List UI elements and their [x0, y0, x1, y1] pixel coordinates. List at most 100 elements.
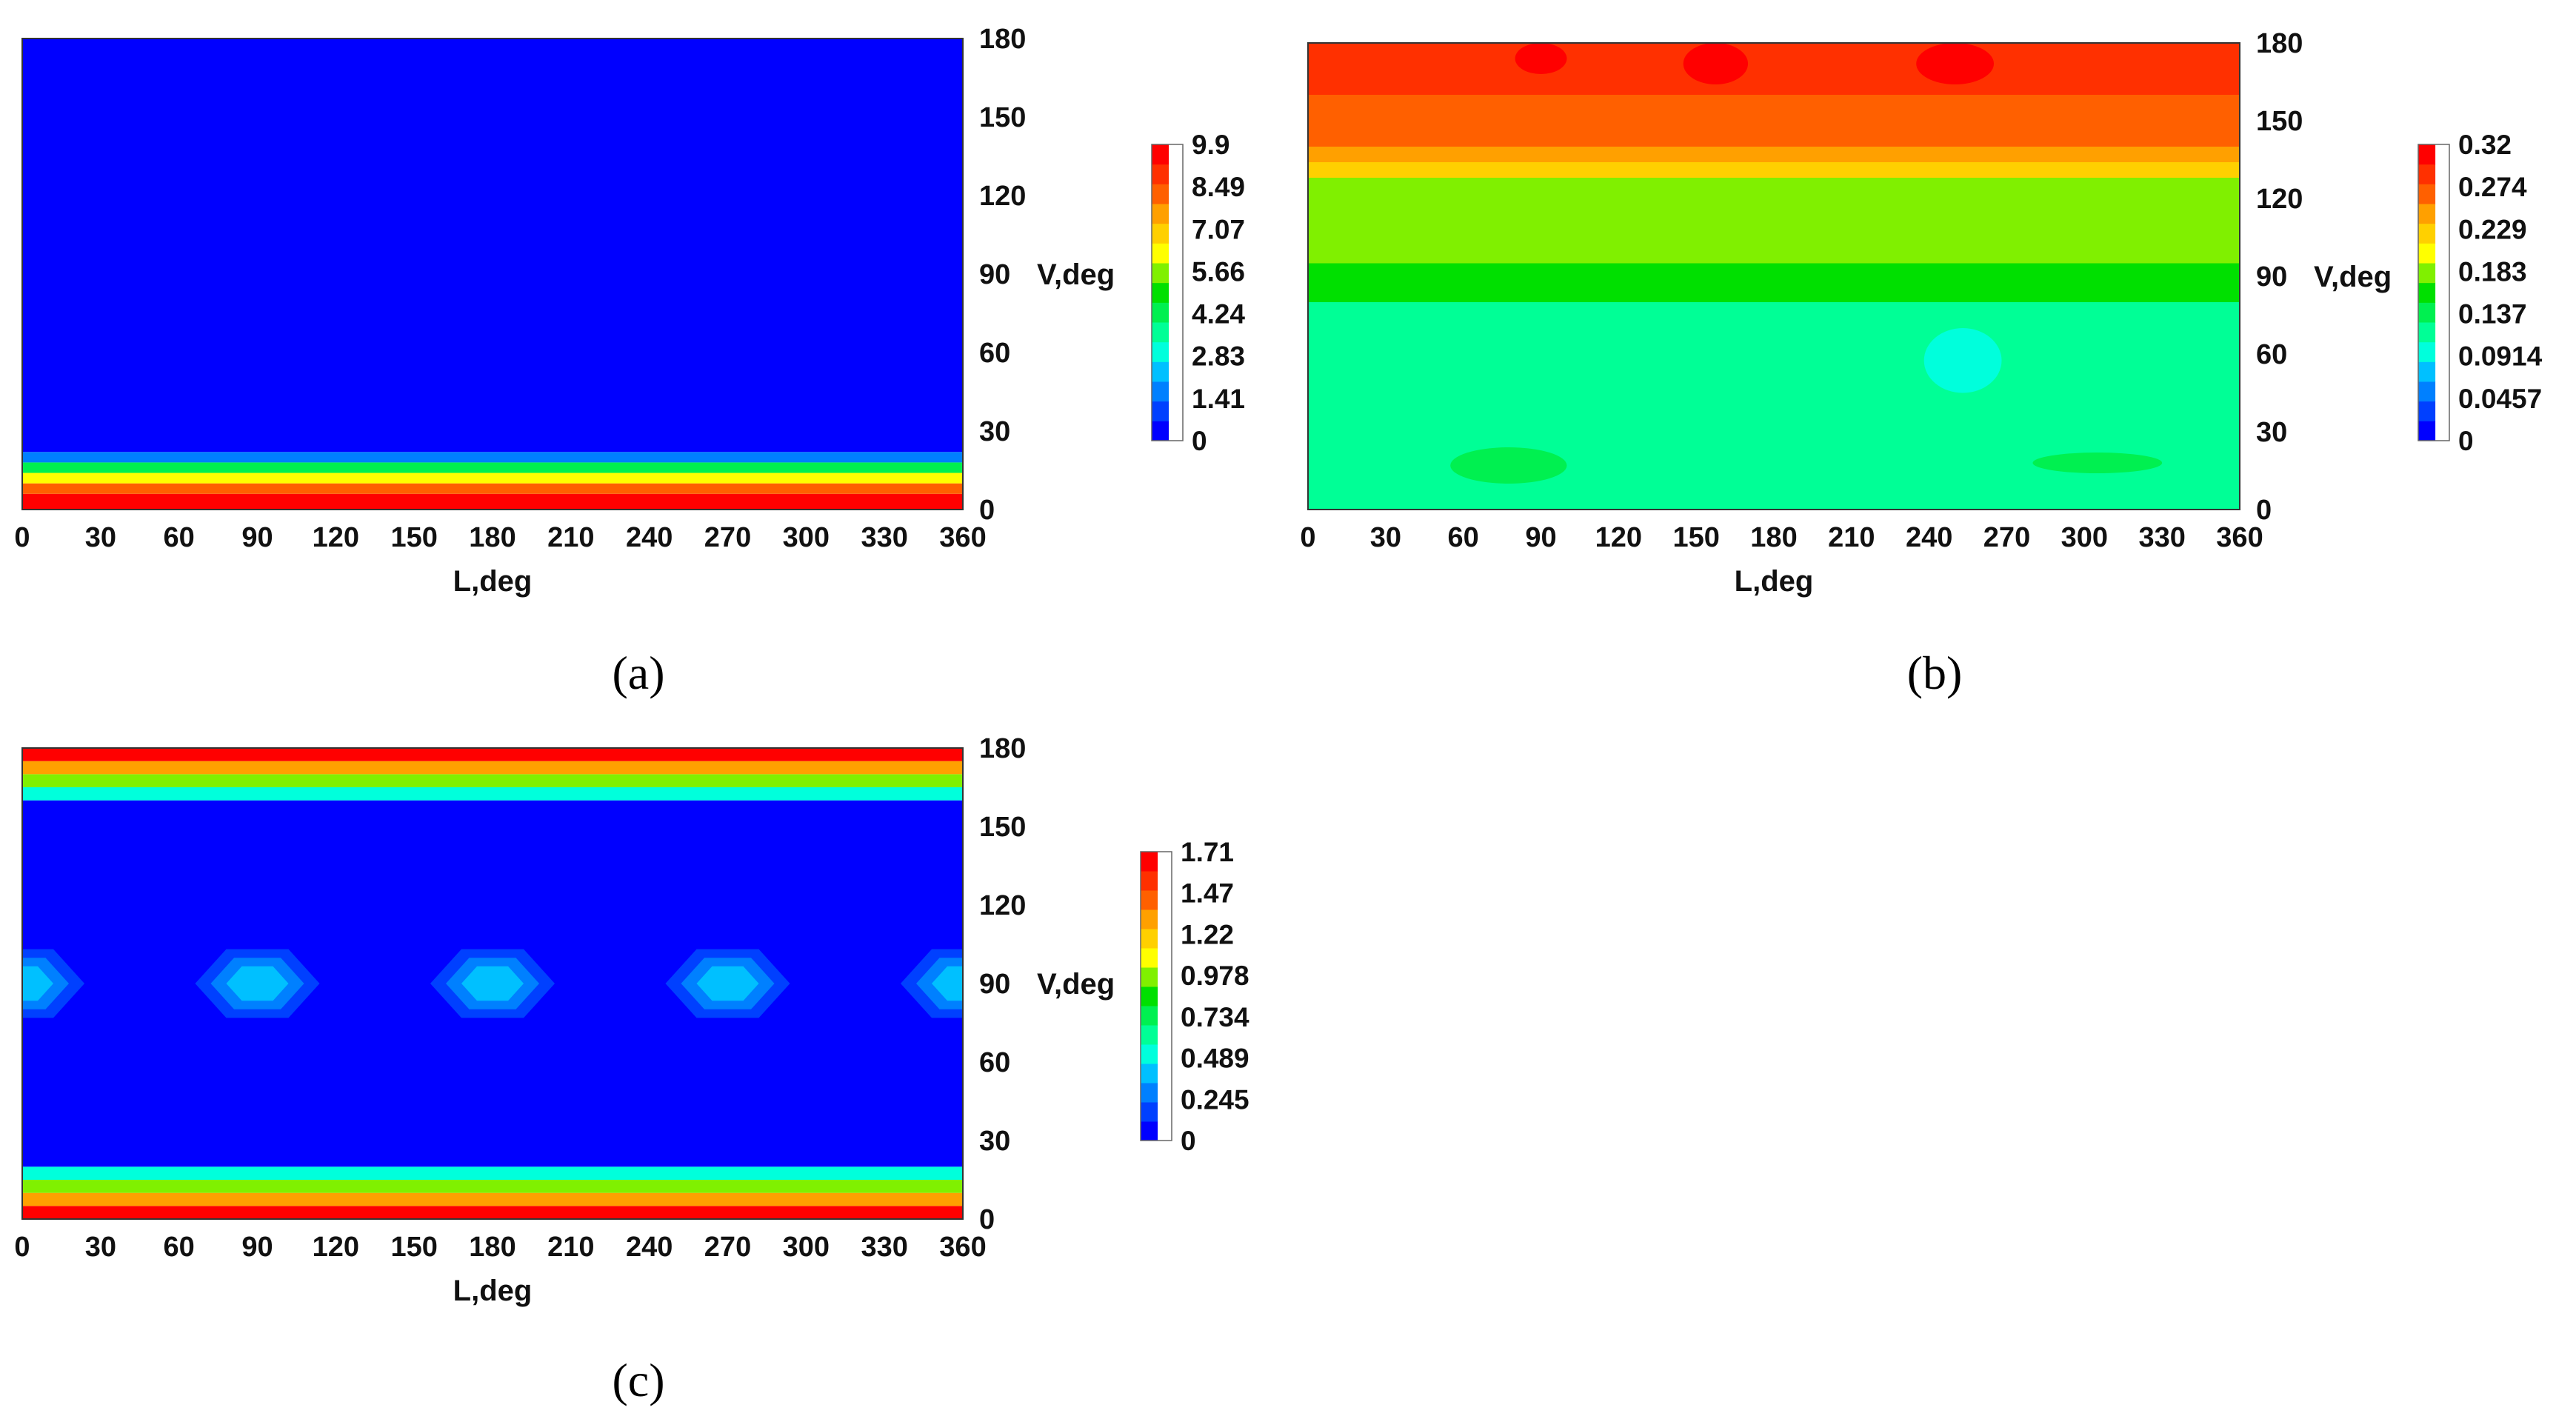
colorbar-swatch-b-8 [2418, 263, 2436, 284]
x-tick-c-90: 90 [241, 1232, 273, 1263]
x-tick-c-180: 180 [469, 1232, 515, 1263]
band-b-0 [1308, 302, 2240, 510]
colorbar-label-a-4: 4.24 [1192, 299, 1245, 330]
colorbar-swatch-b-9 [2418, 243, 2436, 264]
colorbar-swatch-b-12 [2418, 184, 2436, 204]
plot-frame-a [21, 38, 964, 510]
x-ticks-c: 0 30 60 90 120 150 180 210 240 270 300 330 360 [14, 1232, 986, 1263]
band-a-5 [22, 39, 963, 453]
y-ticks-b: 0 30 60 90 120 150 180 [2256, 28, 2303, 526]
y-ticks-a: 0 30 60 90 120 150 180 [979, 24, 1026, 526]
band-b-7 [1308, 43, 2240, 95]
y-tick-c-0: 0 [979, 1204, 995, 1235]
colorbar-label-c-6: 0.245 [1181, 1084, 1249, 1115]
colorbar-frame-a [1151, 144, 1184, 441]
band-a-1 [22, 483, 963, 494]
colorbar-label-c-4: 0.734 [1181, 1002, 1249, 1032]
colorbar-label-a-7: 0 [1192, 426, 1207, 456]
colorbar-swatch-c-10 [1141, 929, 1158, 949]
colorbar-swatch-c-4 [1141, 1044, 1158, 1064]
x-tick-b-120: 120 [1595, 522, 1642, 553]
heatmap-b [1308, 43, 2240, 510]
band-c-3 [22, 1166, 963, 1180]
x-ticks-a: 0 30 60 90 120 150 180 210 240 270 300 330 360 [14, 522, 986, 553]
colorbar-swatch-a-4 [1152, 341, 1169, 362]
band-b-3 [1308, 162, 2240, 178]
y-tick-b-120: 120 [2256, 184, 2303, 215]
colorbar-swatch-a-9 [1152, 243, 1169, 264]
x-ticks-b: 0 30 60 90 120 150 180 210 240 270 300 330 360 [1300, 522, 2263, 553]
colorbar-label-b-2: 0.229 [2458, 214, 2527, 244]
y-axis-label-c: V,deg [1037, 968, 1115, 1001]
colorbar-label-b-0: 0.32 [2458, 130, 2512, 160]
colorbar-swatch-b-5 [2418, 322, 2436, 343]
y-tick-a-120: 120 [979, 181, 1026, 212]
colorbar-frame-b [2417, 144, 2450, 441]
x-tick-b-30: 30 [1370, 522, 1401, 553]
colorbar-swatch-a-10 [1152, 223, 1169, 244]
y-tick-a-180: 180 [979, 24, 1026, 55]
colorbar-swatch-b-14 [2418, 144, 2436, 165]
colorbar-swatch-c-5 [1141, 1025, 1158, 1045]
y-tick-a-60: 60 [979, 338, 1010, 369]
colorbar-label-b-5: 0.0914 [2458, 341, 2543, 372]
panel-b: 0 30 60 90 120 150 180 210 240 270 300 330 360 0 30 60… [1300, 28, 2542, 699]
y-tick-c-30: 30 [979, 1126, 1010, 1157]
x-tick-c-60: 60 [164, 1232, 195, 1263]
colorbar-swatch-b-6 [2418, 302, 2436, 323]
colorbar-label-b-7: 0 [2458, 426, 2474, 456]
heatmap-c [22, 748, 963, 1219]
y-tick-b-150: 150 [2256, 106, 2303, 137]
colorbar-label-c-2: 1.22 [1181, 919, 1234, 949]
spot-b-2 [1515, 43, 1567, 74]
y-tick-a-30: 30 [979, 416, 1010, 447]
panel-c: 0 30 60 90 120 150 180 210 240 270 300 330 360 0 30 60… [14, 733, 1249, 1406]
colorbar-label-b-6: 0.0457 [2458, 384, 2542, 414]
colorbar-label-b-4: 0.137 [2458, 299, 2527, 330]
colorbar-swatch-b-0 [2418, 421, 2436, 441]
y-tick-c-60: 60 [979, 1047, 1010, 1078]
x-axis-label-b: L,deg [1735, 565, 1814, 598]
x-tick-a-360: 360 [939, 522, 986, 553]
spot-b-3 [1923, 328, 2002, 393]
hotspot-c-4 [885, 941, 963, 1026]
y-tick-a-0: 0 [979, 495, 995, 526]
colorbar-swatch-c-11 [1141, 909, 1158, 929]
y-tick-b-90: 90 [2256, 261, 2287, 293]
y-tick-b-60: 60 [2256, 339, 2287, 370]
colorbar-label-a-0: 9.9 [1192, 130, 1229, 160]
spot-b-0 [1683, 43, 1749, 84]
x-tick-a-120: 120 [313, 522, 359, 553]
x-tick-b-60: 60 [1448, 522, 1479, 553]
x-tick-a-330: 330 [861, 522, 907, 553]
colorbar-swatch-a-14 [1152, 144, 1169, 165]
colorbar-label-a-5: 2.83 [1192, 341, 1245, 372]
x-tick-b-330: 330 [2138, 522, 2185, 553]
colorbar-swatch-c-7 [1141, 986, 1158, 1006]
x-tick-b-210: 210 [1828, 522, 1875, 553]
colorbar-swatch-a-13 [1152, 164, 1169, 184]
x-tick-a-240: 240 [626, 522, 673, 553]
colorbar-swatch-b-11 [2418, 204, 2436, 224]
colorbar-label-a-6: 1.41 [1192, 384, 1245, 414]
y-tick-a-90: 90 [979, 259, 1010, 290]
x-tick-a-60: 60 [164, 522, 195, 553]
y-tick-c-180: 180 [979, 733, 1026, 764]
x-tick-b-180: 180 [1750, 522, 1797, 553]
x-tick-a-0: 0 [14, 522, 30, 553]
colorbar-swatch-b-3 [2418, 361, 2436, 382]
colorbar-swatch-a-0 [1152, 421, 1169, 441]
colorbar-frame-c [1140, 851, 1172, 1141]
colorbar-swatch-c-8 [1141, 967, 1158, 987]
colorbar-swatch-a-12 [1152, 184, 1169, 204]
x-tick-b-270: 270 [1983, 522, 2030, 553]
spot-b-1 [1916, 43, 1995, 84]
band-c-5 [22, 787, 963, 801]
x-axis-label-a: L,deg [453, 565, 533, 598]
x-tick-b-150: 150 [1672, 522, 1719, 553]
colorbar-swatch-c-2 [1141, 1083, 1158, 1103]
x-tick-c-210: 210 [547, 1232, 594, 1263]
panel-label-a: (a) [612, 647, 664, 699]
colorbar-label-b-3: 0.183 [2458, 256, 2527, 287]
